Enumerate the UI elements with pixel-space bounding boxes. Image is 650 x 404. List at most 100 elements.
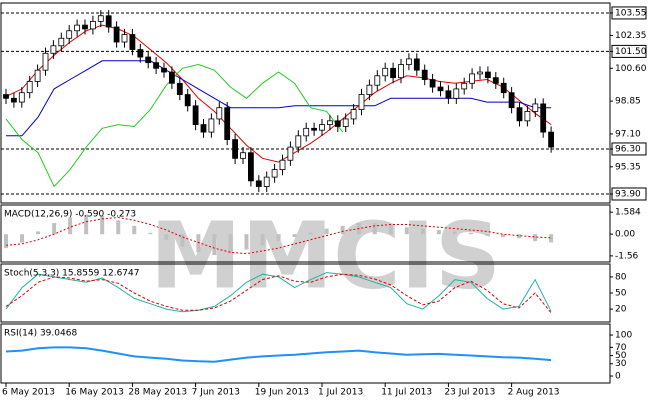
x-tick-label: 28 May 2013 [128, 388, 187, 398]
candle-body [74, 24, 80, 32]
candle-body [382, 67, 389, 77]
y-tick-label: 0 [615, 372, 621, 382]
indicator-line [5, 346, 552, 363]
macd-bar [100, 216, 105, 235]
candle-body [508, 92, 515, 109]
candle-body [469, 73, 476, 84]
candle-body [176, 82, 183, 95]
candle-body [524, 111, 531, 122]
macd-bar [420, 228, 425, 235]
macd-bar [324, 228, 329, 235]
macd-bar [372, 223, 377, 235]
candle-body [3, 94, 9, 99]
candle-body [271, 169, 278, 178]
candle-body [82, 24, 88, 30]
x-tick-label: 1 Jul 2013 [318, 388, 363, 398]
macd-bar [436, 230, 441, 235]
candle-body [105, 15, 112, 28]
candle-body [421, 69, 428, 80]
candle-body [350, 109, 357, 120]
x-tick-label: 7 Jun 2013 [192, 388, 240, 398]
candle-body [10, 97, 17, 103]
candle-body [366, 84, 373, 95]
candle-body [66, 30, 73, 39]
y-tick-label: 50 [615, 351, 627, 361]
y-tick-label: 102.35 [615, 31, 647, 41]
candle-body [232, 139, 239, 159]
candle-body [342, 118, 349, 127]
macd-bar [452, 231, 457, 235]
y-tick-label: 103.55 [615, 8, 647, 18]
candle-body [18, 92, 25, 103]
candle-body [319, 124, 325, 131]
candle-body [137, 49, 144, 58]
macd-bar [388, 224, 393, 235]
y-tick-label: 30 [615, 359, 627, 369]
indicator-line [5, 272, 552, 313]
candle-body [405, 58, 412, 65]
y-tick-label: 100 [615, 331, 632, 341]
candle-body [437, 86, 444, 92]
y-tick-label: 95.35 [615, 162, 641, 172]
panel-border [0, 204, 611, 263]
macd-bar [116, 220, 121, 235]
macd-bar [244, 234, 249, 250]
candle-body [358, 94, 365, 110]
macd-bar [501, 234, 506, 237]
candle-body [374, 75, 381, 86]
y-tick-label: 101.50 [615, 47, 647, 57]
candle-body [240, 152, 246, 159]
y-tick-label: 96.30 [615, 144, 641, 154]
y-tick-label: 98.85 [615, 97, 641, 107]
candle-body [279, 159, 286, 171]
indicator-line [6, 60, 552, 137]
macd-bar [84, 214, 89, 235]
candle-body [153, 62, 160, 69]
macd-bar [68, 217, 73, 235]
x-tick-label: 23 Jul 2013 [444, 388, 495, 398]
candle-body [129, 34, 136, 50]
macd-bar [292, 234, 297, 237]
candle-body [390, 67, 397, 79]
panel-title: RSI(14) 39.0468 [4, 329, 77, 339]
panel-border [0, 263, 611, 323]
candle-body [184, 94, 191, 107]
candle-body [334, 120, 341, 127]
candle-body [492, 77, 499, 84]
y-tick-label: -1.56 [615, 251, 639, 261]
y-tick-label: 70 [615, 343, 627, 353]
panel-title: MACD(12,26,9) -0.590 -0.273 [4, 210, 136, 220]
macd-bar [20, 234, 25, 243]
macd-bar [276, 234, 281, 242]
macd-bar [148, 232, 153, 235]
candle-body [532, 103, 539, 112]
y-tick-label: 0.00 [615, 230, 635, 240]
candle-body [42, 52, 49, 71]
watermark: MMCIS [150, 202, 501, 309]
panel-border [0, 323, 611, 384]
macd-bar [4, 234, 8, 249]
x-tick-label: 6 May 2013 [2, 388, 55, 398]
candle-body [500, 82, 507, 94]
candle-body [113, 26, 120, 43]
candle-body [295, 135, 302, 148]
indicator-line [5, 273, 552, 314]
candle-body [477, 71, 483, 75]
macd-bar [260, 234, 265, 246]
candle-body [548, 131, 554, 148]
candle-body [224, 107, 231, 140]
candle-body [200, 124, 207, 133]
y-tick-label: 50 [615, 289, 627, 299]
candle-body [192, 105, 199, 125]
candle-body [97, 15, 104, 22]
candle-body [58, 37, 65, 47]
y-tick-label: 20 [615, 305, 627, 315]
candle-body [216, 107, 223, 120]
candle-body [311, 127, 318, 131]
candle-body [453, 88, 460, 99]
candle-body [287, 146, 294, 161]
candle-body [121, 34, 128, 43]
candle-body [540, 103, 547, 133]
macd-bar [549, 234, 554, 243]
